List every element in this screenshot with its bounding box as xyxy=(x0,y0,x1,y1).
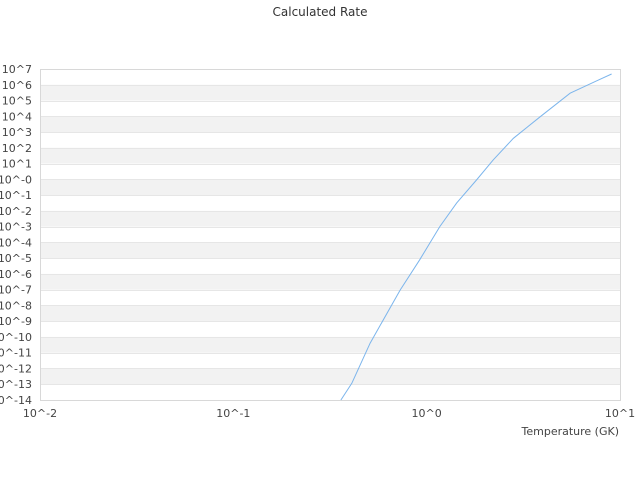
plot-band xyxy=(40,336,620,353)
y-tick-label: 10^4 xyxy=(2,110,32,123)
y-tick-label: 10^-5 xyxy=(0,252,32,265)
plot-band xyxy=(40,210,620,227)
y-tick-label: 10^-2 xyxy=(0,205,32,218)
y-tick-label: 10^2 xyxy=(2,142,32,155)
plot-band xyxy=(40,242,620,259)
x-tick-label: 10^1 xyxy=(605,407,635,420)
plot-band xyxy=(40,368,620,385)
y-tick-label: 10^-1 xyxy=(0,189,32,202)
x-tick-label: 10^0 xyxy=(412,407,442,420)
y-tick-label: 10^-0 xyxy=(0,173,32,186)
plot-band xyxy=(40,116,620,133)
y-tick-label: 10^6 xyxy=(2,79,32,92)
y-tick-label: 10^-14 xyxy=(0,394,32,407)
y-tick-label: 10^7 xyxy=(2,63,32,76)
y-tick-label: 10^5 xyxy=(2,95,32,108)
series-group xyxy=(340,73,612,401)
plot-band xyxy=(40,179,620,196)
x-axis-label: Temperature (GK) xyxy=(521,425,620,438)
y-tick-label: 10^3 xyxy=(2,126,32,139)
y-tick-label: 10^-4 xyxy=(0,236,32,249)
y-axis-ticks: 10^7 10^6 10^5 10^4 10^3 10^2 10^1 10^-0 10^-1 10… xyxy=(0,63,32,407)
y-tick-label: 10^-7 xyxy=(0,284,32,297)
y-tick-label: 10^-10 xyxy=(0,331,32,344)
plot-band xyxy=(40,273,620,290)
x-tick-label: 10^-1 xyxy=(216,407,250,420)
x-axis-ticks: 10^-2 10^-1 10^0 10^1 xyxy=(23,407,635,420)
series-line xyxy=(340,73,612,401)
y-tick-label: 10^-9 xyxy=(0,315,32,328)
y-tick-label: 10^-11 xyxy=(0,347,32,360)
plot-band xyxy=(40,147,620,164)
plot-band xyxy=(40,84,620,101)
plot-band xyxy=(40,305,620,322)
y-tick-label: 10^-6 xyxy=(0,268,32,281)
y-tick-label: 10^1 xyxy=(2,158,32,171)
plot-bands xyxy=(40,84,620,385)
chart-title: Calculated Rate xyxy=(273,5,368,19)
y-tick-label: 10^-8 xyxy=(0,299,32,312)
y-tick-label: 10^-13 xyxy=(0,378,32,391)
y-tick-label: 10^-3 xyxy=(0,221,32,234)
y-tick-label: 10^-12 xyxy=(0,362,32,375)
x-tick-label: 10^-2 xyxy=(23,407,57,420)
plot-frame xyxy=(40,69,621,401)
